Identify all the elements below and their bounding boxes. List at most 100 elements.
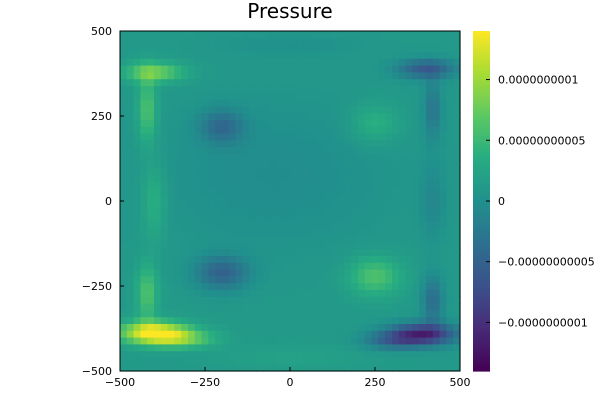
- heatmap-cell: [188, 316, 196, 324]
- heatmap-cell: [398, 296, 407, 304]
- heatmap-cell: [181, 228, 189, 236]
- heatmap-cell: [269, 105, 277, 114]
- heatmap-cell: [222, 51, 230, 59]
- heatmap-cell: [160, 85, 169, 93]
- heatmap-cell: [296, 316, 305, 324]
- heatmap-cell: [188, 228, 196, 236]
- heatmap-cell: [174, 112, 182, 120]
- heatmap-cell: [235, 139, 243, 148]
- heatmap-cell: [201, 65, 209, 73]
- heatmap-cell: [126, 173, 135, 182]
- heatmap-cell: [324, 187, 332, 195]
- heatmap-cell: [201, 282, 209, 290]
- heatmap-cell: [371, 221, 379, 229]
- heatmap-cell: [235, 187, 243, 195]
- heatmap-cell: [324, 201, 332, 209]
- heatmap-cell: [215, 221, 223, 229]
- heatmap-cell: [385, 269, 393, 277]
- heatmap-cell: [242, 221, 250, 229]
- heatmap-cell: [208, 255, 216, 263]
- heatmap-cell: [126, 241, 135, 250]
- heatmap-cell: [337, 248, 345, 256]
- heatmap-cell: [147, 167, 155, 175]
- heatmap-cell: [249, 78, 257, 86]
- heatmap-cell: [188, 282, 196, 290]
- heatmap-cell: [160, 167, 169, 175]
- heatmap-cell: [181, 316, 189, 324]
- heatmap-cell: [174, 248, 182, 256]
- heatmap-cell: [358, 173, 366, 182]
- heatmap-cell: [242, 201, 250, 209]
- heatmap-cell: [351, 112, 359, 120]
- heatmap-cell: [228, 221, 237, 229]
- heatmap-cell: [412, 85, 420, 93]
- heatmap-cell: [262, 337, 271, 345]
- heatmap-cell: [296, 119, 305, 127]
- heatmap-cell: [378, 241, 386, 250]
- heatmap-cell: [439, 58, 447, 66]
- heatmap-cell: [276, 343, 284, 352]
- heatmap-cell: [133, 51, 141, 59]
- heatmap-cell: [453, 350, 461, 358]
- heatmap-cell: [256, 228, 264, 236]
- heatmap-cell: [235, 194, 243, 202]
- colorbar-tick-label: −0.0000000001: [498, 316, 588, 329]
- heatmap-cell: [446, 112, 454, 120]
- heatmap-cell: [344, 146, 352, 154]
- heatmap-cell: [133, 153, 141, 161]
- heatmap-cell: [412, 105, 420, 114]
- heatmap-cell: [215, 85, 223, 93]
- heatmap-cell: [181, 194, 189, 202]
- heatmap-cell: [432, 269, 441, 277]
- heatmap-cell: [371, 167, 379, 175]
- heatmap-cell: [290, 71, 298, 80]
- heatmap-cell: [432, 187, 441, 195]
- heatmap-cell: [446, 78, 454, 86]
- heatmap-cell: [262, 207, 271, 216]
- heatmap-cell: [358, 139, 366, 148]
- heatmap-cell: [167, 235, 175, 243]
- heatmap-cell: [310, 309, 318, 318]
- heatmap-cell: [317, 65, 325, 73]
- heatmap-cell: [351, 343, 359, 352]
- heatmap-cell: [317, 269, 325, 277]
- heatmap-cell: [174, 58, 182, 66]
- heatmap-cell: [385, 214, 393, 222]
- heatmap-cell: [154, 255, 162, 263]
- heatmap-cell: [215, 99, 223, 107]
- heatmap-cell: [249, 289, 257, 297]
- colorbar-segment: [473, 356, 490, 361]
- heatmap-cell: [405, 309, 413, 318]
- heatmap-cell: [303, 323, 311, 331]
- heatmap-cell: [303, 187, 311, 195]
- heatmap-cell: [453, 85, 461, 93]
- heatmap-cell: [426, 207, 434, 216]
- heatmap-cell: [453, 187, 461, 195]
- heatmap-cell: [344, 235, 352, 243]
- heatmap-cell: [276, 85, 284, 93]
- heatmap-cell: [405, 85, 413, 93]
- heatmap-cell: [439, 255, 447, 263]
- heatmap-cell: [228, 262, 237, 270]
- heatmap-cell: [283, 282, 291, 290]
- heatmap-cell: [120, 289, 128, 297]
- heatmap-cell: [351, 303, 359, 311]
- heatmap-cell: [262, 78, 271, 86]
- heatmap-cell: [344, 133, 352, 141]
- heatmap-cell: [439, 78, 447, 86]
- heatmap-cell: [181, 31, 189, 39]
- heatmap-cell: [215, 282, 223, 290]
- heatmap-cell: [317, 51, 325, 59]
- heatmap-cell: [181, 71, 189, 80]
- heatmap-cell: [262, 282, 271, 290]
- heatmap-cell: [249, 71, 257, 80]
- heatmap-cell: [344, 167, 352, 175]
- heatmap-cell: [358, 357, 366, 365]
- heatmap-cell: [194, 71, 203, 80]
- heatmap-cell: [249, 207, 257, 216]
- heatmap-cell: [181, 99, 189, 107]
- heatmap-cell: [419, 58, 427, 66]
- heatmap-cell: [242, 275, 250, 284]
- heatmap-cell: [133, 228, 141, 236]
- heatmap-cell: [364, 343, 373, 352]
